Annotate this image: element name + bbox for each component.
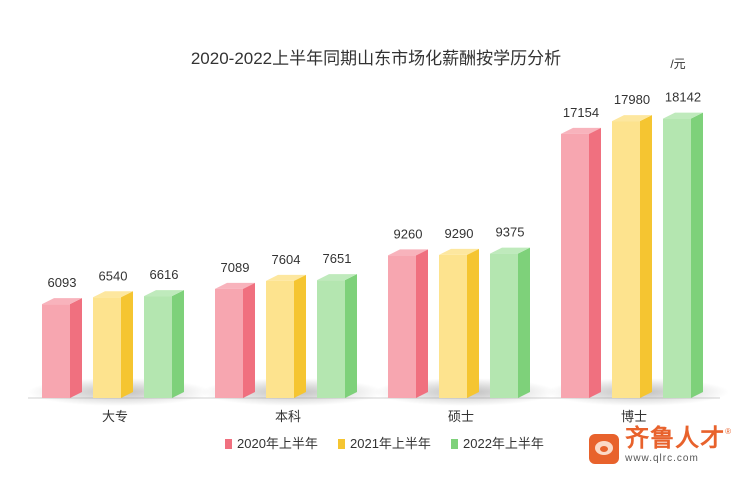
bar-side [467, 248, 479, 398]
data-label: 7604 [272, 252, 301, 267]
bar-side [416, 249, 428, 398]
bar-top [439, 248, 479, 255]
bar-top [93, 291, 133, 298]
bar [144, 296, 172, 398]
data-label: 9290 [445, 226, 474, 241]
bar-side [294, 274, 306, 398]
bar [490, 253, 518, 398]
bar-side [518, 247, 530, 398]
x-tick-label: 本科 [275, 409, 301, 424]
data-label: 18142 [665, 90, 701, 105]
legend-swatch [451, 439, 458, 449]
bar [561, 133, 589, 398]
bar [612, 121, 640, 398]
data-label: 6616 [150, 267, 179, 282]
data-label: 9260 [394, 226, 423, 241]
bar [42, 304, 70, 398]
data-label: 6540 [99, 268, 128, 283]
bar-side [640, 115, 652, 398]
bar-top [266, 274, 306, 281]
bar [439, 254, 467, 398]
data-label: 17980 [614, 92, 650, 107]
legend-swatch [225, 439, 232, 449]
bar-top [490, 247, 530, 254]
watermark-url: www.qlrc.com [625, 453, 699, 464]
legend-label: 2022年上半年 [463, 436, 544, 451]
qlrc-logo-icon [589, 434, 620, 464]
bar-side [121, 291, 133, 398]
bar-top [144, 290, 184, 297]
bar-side [691, 112, 703, 399]
watermark-logo: 齐鲁人才 www.qlrc.com ® [589, 427, 731, 464]
bar-top [215, 282, 255, 289]
bar [317, 280, 345, 398]
bar [215, 288, 243, 398]
bar-side [345, 274, 357, 398]
bar-side [172, 290, 184, 398]
bar-side [70, 298, 82, 398]
bar-top [612, 115, 652, 122]
bar-side [589, 127, 601, 398]
bar [266, 280, 294, 398]
data-label: 9375 [496, 225, 525, 240]
bar-side [243, 282, 255, 398]
bar-top [317, 274, 357, 281]
data-label: 17154 [563, 105, 599, 120]
unit-label: /元 [670, 57, 685, 71]
legend-swatch [338, 439, 345, 449]
x-tick-label: 博士 [621, 409, 647, 424]
legend-label: 2020年上半年 [237, 436, 318, 451]
bar [93, 297, 121, 398]
data-label: 7089 [221, 260, 250, 275]
chart-title: 2020-2022上半年同期山东市场化薪酬按学历分析 [191, 49, 561, 68]
bar-top [388, 249, 428, 256]
x-tick-label: 大专 [102, 409, 128, 424]
bar-top [561, 127, 601, 134]
bar-top [42, 298, 82, 305]
x-tick-label: 硕士 [448, 409, 474, 424]
registered-mark: ® [725, 427, 731, 436]
bar [388, 255, 416, 398]
watermark-brand: 齐鲁人才 [625, 425, 726, 452]
data-label: 6093 [48, 275, 77, 290]
watermark-text: 齐鲁人才 www.qlrc.com [625, 427, 725, 464]
legend-label: 2021年上半年 [350, 436, 431, 451]
bar [663, 118, 691, 399]
data-label: 7651 [323, 251, 352, 266]
bar-top [663, 112, 703, 119]
